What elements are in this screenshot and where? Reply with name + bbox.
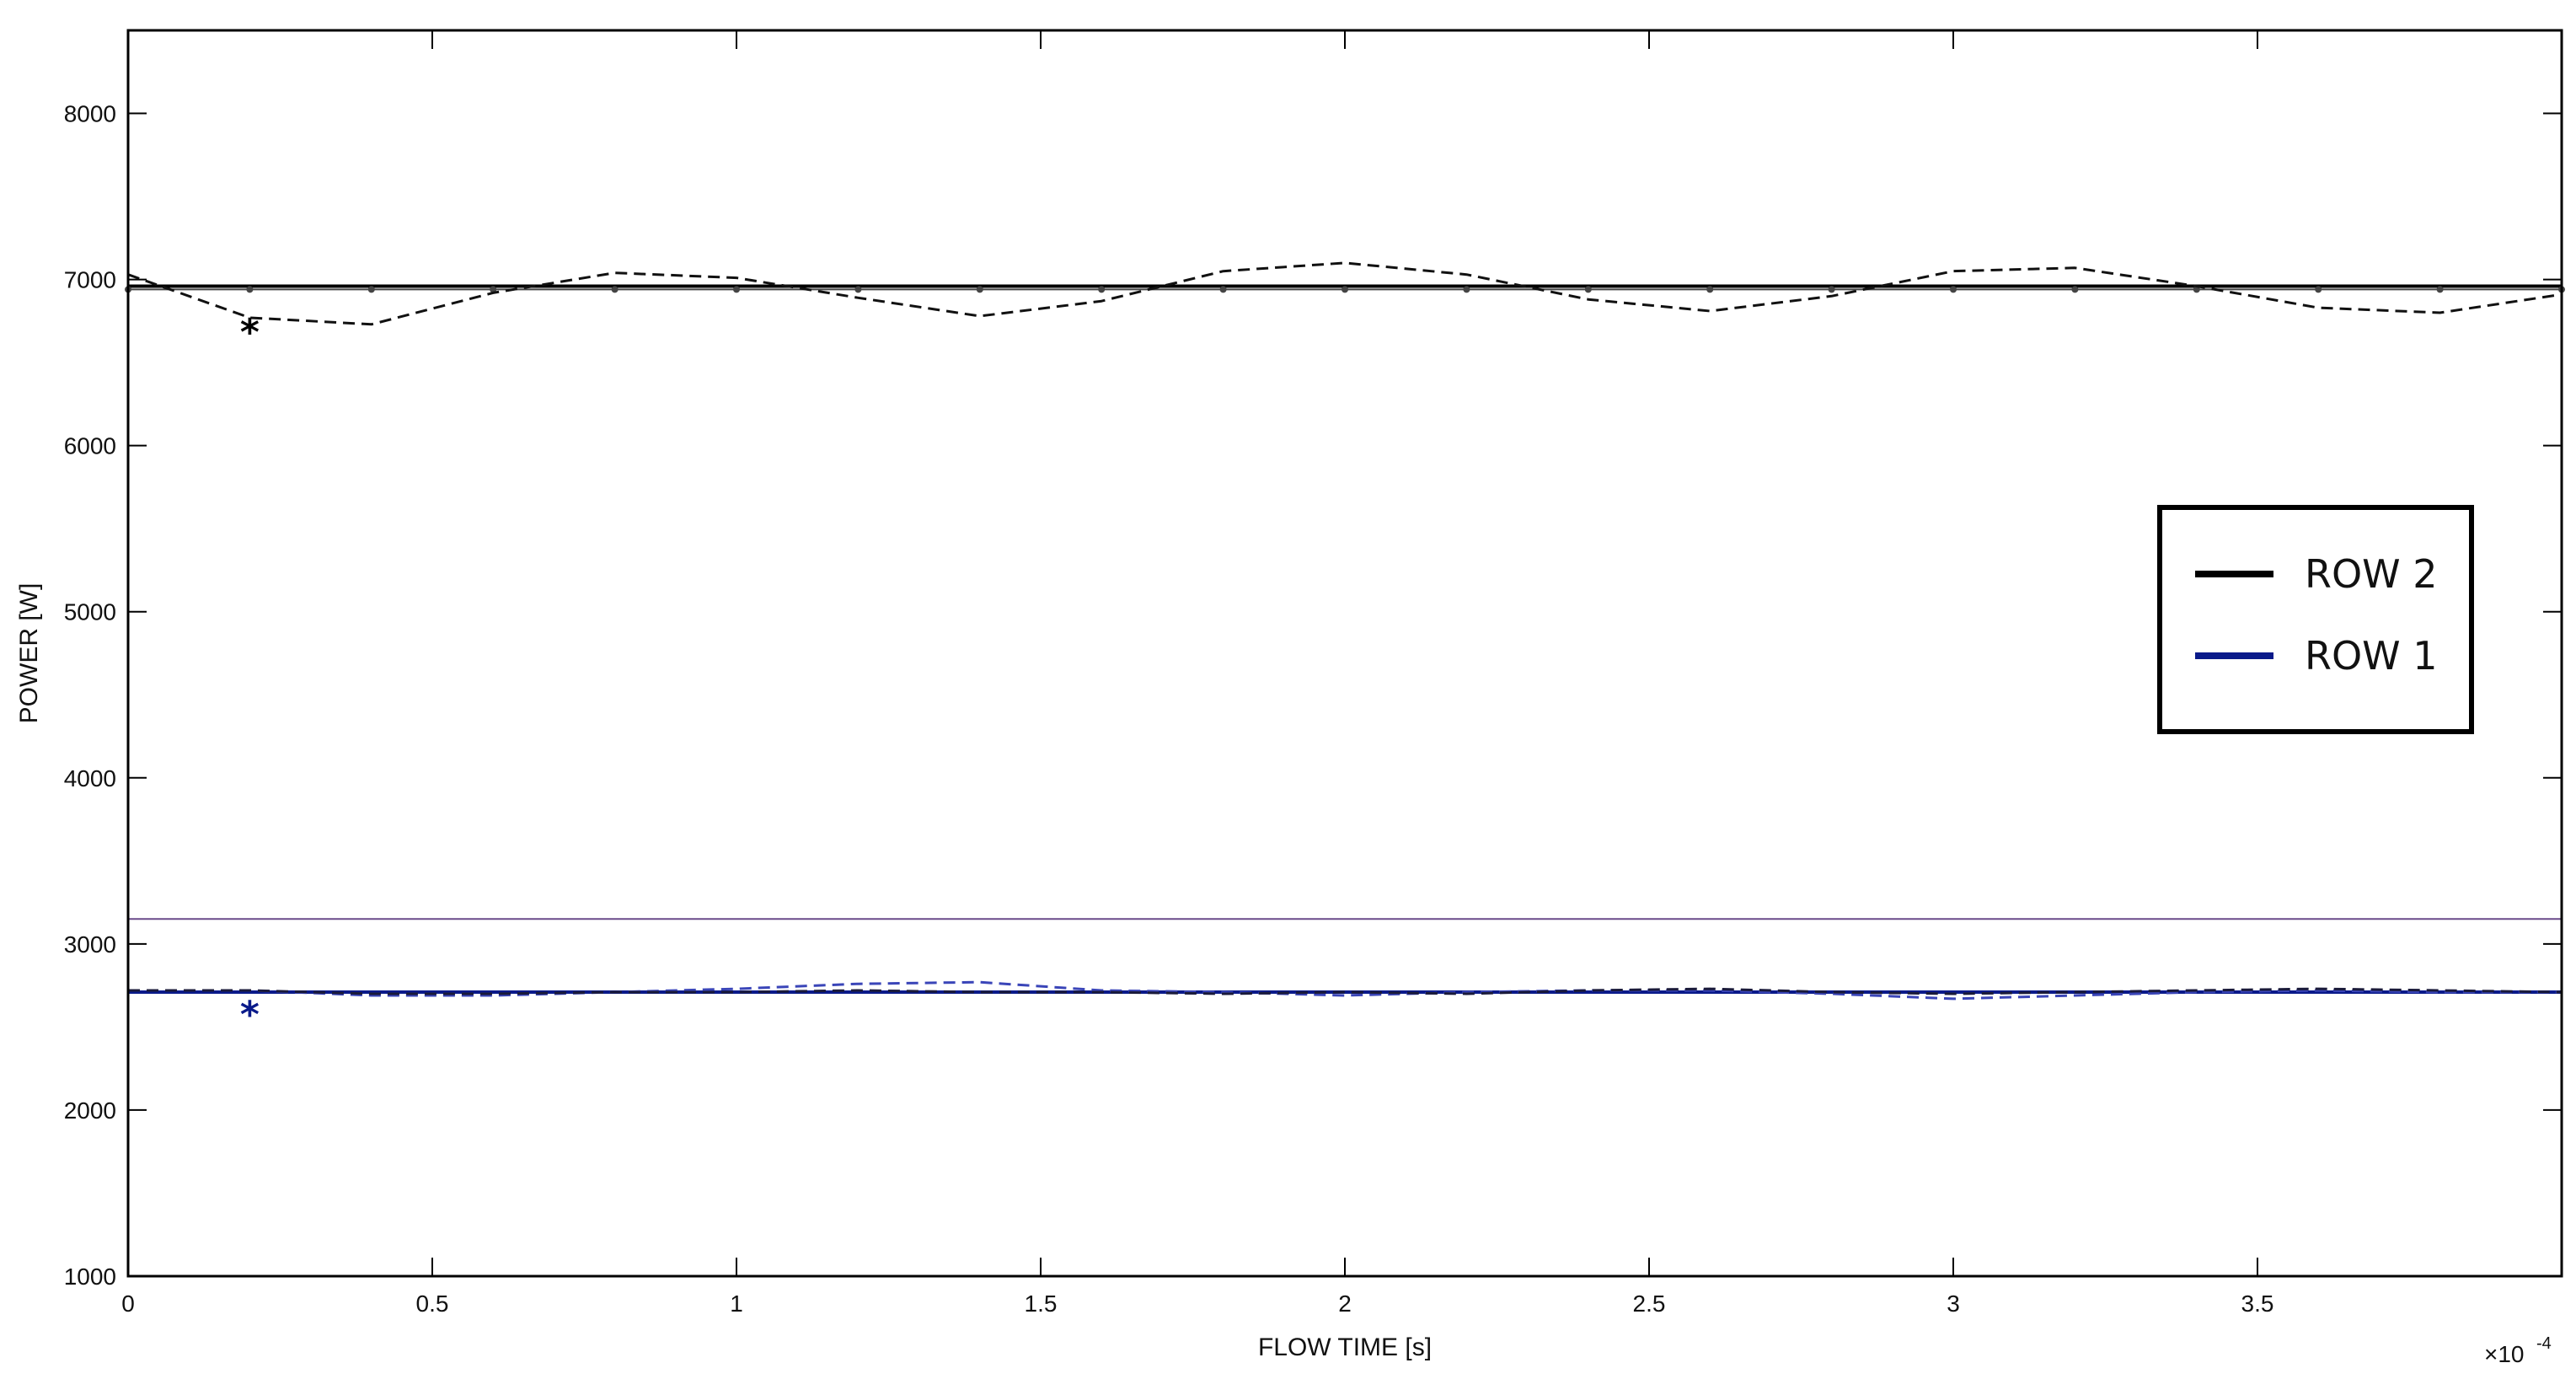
y-tick-label: 3000 xyxy=(64,931,116,958)
plot-area xyxy=(128,30,2562,1276)
x-multiplier: ×10 -4 xyxy=(2484,1334,2552,1367)
x-tick-label: 0 xyxy=(121,1290,135,1317)
series-point xyxy=(367,286,375,293)
series-point xyxy=(1706,286,1714,293)
series-layer xyxy=(125,261,2565,1001)
x-tick-label: 3 xyxy=(1947,1290,1960,1317)
series-point xyxy=(1342,286,1348,293)
series-point xyxy=(854,286,862,293)
series-line-2 xyxy=(127,261,2563,326)
series-point xyxy=(1219,286,1227,293)
y-tick-label: 2000 xyxy=(64,1097,116,1124)
legend: ROW 2 ROW 1 xyxy=(2157,505,2474,734)
series-point xyxy=(611,286,619,293)
y-axis-title: POWER [W] xyxy=(15,583,43,724)
y-tick-label: 5000 xyxy=(64,599,116,625)
legend-box xyxy=(2157,505,2474,734)
series-line-5 xyxy=(128,980,2562,1001)
series-point xyxy=(490,286,497,293)
series-point xyxy=(976,286,983,293)
x-tick-label: 3.5 xyxy=(2241,1290,2274,1317)
series-point xyxy=(2436,286,2444,293)
y-tick-label: 7000 xyxy=(64,267,116,293)
y-tick-label: 6000 xyxy=(64,433,116,459)
series-point xyxy=(1098,286,1106,293)
x-multiplier-exponent: -4 xyxy=(2536,1334,2552,1353)
series-point xyxy=(246,286,254,293)
series-point xyxy=(2193,286,2200,293)
series-point xyxy=(1950,286,1957,293)
x-multiplier-base: ×10 xyxy=(2484,1341,2525,1367)
y-tick-label: 4000 xyxy=(64,765,116,791)
star-marker: * xyxy=(240,994,260,1037)
series-point xyxy=(733,286,740,293)
legend-label-row-1: ROW 1 xyxy=(2305,633,2438,679)
series-point xyxy=(2315,286,2322,293)
x-axis-title: FLOW TIME [s] xyxy=(1258,1333,1432,1361)
series-point xyxy=(2071,286,2079,293)
y-tick-label: 8000 xyxy=(64,101,116,127)
series-point xyxy=(1584,286,1592,293)
series-point xyxy=(1828,286,1835,293)
y-tick-label: 1000 xyxy=(64,1264,116,1290)
x-tick-label: 1.5 xyxy=(1025,1290,1058,1317)
x-tick-label: 0.5 xyxy=(416,1290,449,1317)
tick-layer: 0 0.5 1 1.5 2 2.5 3 3.5 1000 2000 3000 4000 5000 6000… xyxy=(64,30,2562,1317)
x-tick-label: 1 xyxy=(730,1290,743,1317)
series-line-6 xyxy=(128,987,2563,995)
legend-label-row-2: ROW 2 xyxy=(2305,551,2438,597)
x-tick-label: 2.5 xyxy=(1633,1290,1666,1317)
star-marker: * xyxy=(240,311,260,354)
series-point xyxy=(1463,286,1470,293)
x-tick-label: 2 xyxy=(1338,1290,1352,1317)
marker-layer: ** xyxy=(240,311,260,1037)
